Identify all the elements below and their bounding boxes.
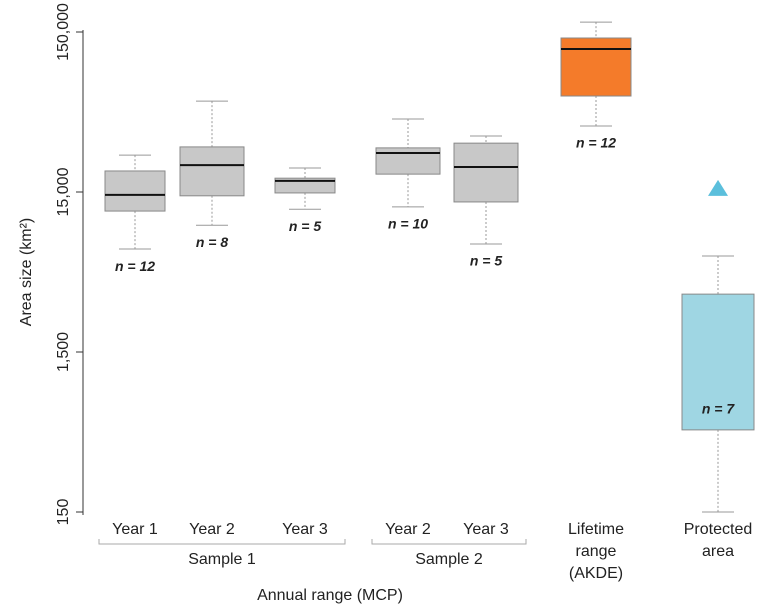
y-tick-label: 15,000 [55, 167, 72, 216]
y-tick-label: 150,000 [55, 3, 72, 61]
x-tick-label: Year 3 [463, 521, 509, 538]
x-tick-label: Year 2 [385, 521, 431, 538]
x-tick-label: Protected [684, 521, 752, 538]
group-label: Sample 1 [188, 551, 256, 568]
n-label: n = 12 [576, 135, 616, 151]
n-label: n = 5 [289, 218, 322, 234]
box [560, 37, 632, 97]
x-tick-label: range [576, 543, 617, 560]
group-bracket [98, 539, 346, 545]
n-label: n = 8 [196, 234, 229, 250]
n-label: n = 7 [702, 401, 736, 417]
y-tick-label: 150 [55, 499, 72, 526]
outlier [708, 179, 728, 196]
x-tick-label: Year 2 [189, 521, 235, 538]
x-tick-label: Year 3 [282, 521, 328, 538]
x-tick-label: Lifetime [568, 521, 624, 538]
box [681, 293, 755, 431]
box [104, 170, 166, 212]
x-tick-label: (AKDE) [569, 565, 623, 582]
x-axis-label: Annual range (MCP) [257, 587, 403, 604]
y-axis-label: Area size (km²) [18, 218, 35, 326]
n-label: n = 5 [470, 253, 503, 269]
group-label: Sample 2 [415, 551, 483, 568]
x-tick-label: area [702, 543, 734, 560]
y-tick-label: 1,500 [55, 332, 72, 372]
box [375, 147, 441, 175]
box [453, 142, 519, 203]
group-bracket [371, 539, 527, 545]
n-label: n = 10 [388, 216, 428, 232]
box [179, 146, 245, 197]
n-label: n = 12 [115, 258, 155, 274]
x-tick-label: Year 1 [112, 521, 158, 538]
